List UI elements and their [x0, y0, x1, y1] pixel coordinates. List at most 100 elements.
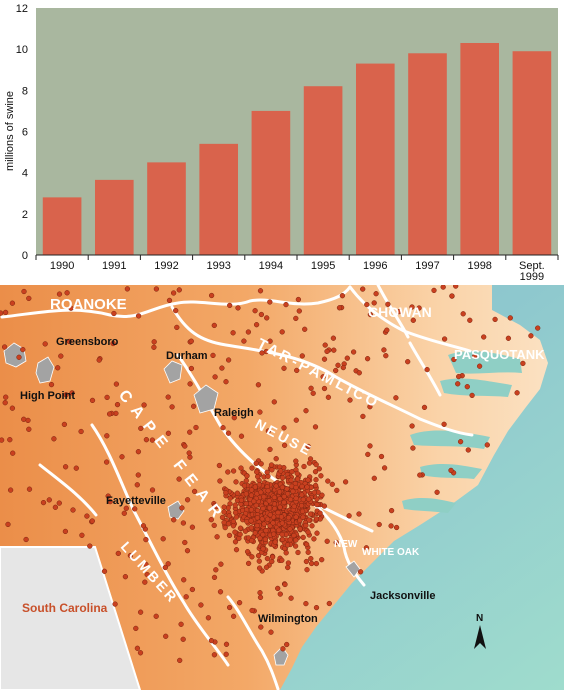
raleigh-area [193, 384, 219, 414]
farm-dot [295, 296, 302, 303]
farm-dot [70, 507, 76, 513]
farm-dot [243, 478, 249, 484]
farm-dot [305, 529, 311, 535]
farm-dot [176, 476, 182, 482]
farm-dot [180, 636, 186, 642]
farm-dot [244, 549, 251, 555]
farm-dot [388, 523, 394, 529]
farm-dot [381, 465, 388, 471]
farm-dot [363, 545, 370, 551]
farm-dot [272, 539, 278, 545]
farm-dot [281, 442, 288, 448]
farm-dot [333, 367, 339, 374]
farm-dot [291, 532, 297, 539]
farm-dot [388, 507, 395, 514]
farm-dot [251, 498, 257, 504]
y-tick-label: 2 [22, 209, 28, 221]
farm-dot [453, 285, 459, 289]
farm-dot [221, 504, 227, 510]
farm-dot [205, 615, 212, 621]
farm-dot [256, 565, 263, 571]
farm-dot [303, 558, 310, 565]
farm-dot [476, 363, 483, 369]
farm-dot [279, 536, 286, 543]
farm-dot [188, 338, 194, 344]
farm-dot [21, 288, 27, 295]
farm-dot [243, 491, 249, 497]
farm-dot [265, 488, 271, 494]
farm-dot [68, 305, 74, 311]
farm-dot [279, 520, 285, 526]
farm-dot [119, 454, 125, 460]
farm-dot [371, 300, 377, 306]
farm-dot [112, 601, 118, 607]
y-axis-title: millions of swine [4, 91, 16, 171]
farm-dot [409, 423, 415, 429]
farm-dot [189, 586, 196, 593]
y-tick-label: 12 [16, 3, 28, 15]
farm-dot [284, 542, 291, 548]
farm-dot [329, 481, 335, 487]
farm-dot [106, 411, 113, 417]
bar [251, 110, 291, 256]
farm-dot [342, 479, 349, 485]
farm-dot [273, 483, 279, 489]
farm-dot [277, 496, 283, 502]
farm-dot [405, 359, 411, 365]
farm-dot [492, 316, 498, 323]
farm-dot [276, 527, 282, 533]
farm-dot [135, 313, 142, 319]
farm-dot [313, 604, 320, 611]
farm-dot [295, 549, 301, 556]
farm-dot [336, 305, 343, 311]
farm-dot [78, 428, 84, 435]
nc-river-basin-map: ROANOKE CHOWAN TAR-PAMLICO PASQUOTANK CA… [0, 285, 564, 690]
farm-dot [293, 458, 299, 464]
farm-dot [7, 437, 13, 443]
farm-dot [293, 495, 299, 501]
farm-dot [507, 315, 513, 321]
farm-dot [182, 539, 188, 546]
basin-label-roanoke: ROANOKE [50, 296, 127, 313]
farm-dot [178, 621, 184, 627]
farm-dot [226, 513, 232, 519]
farm-dot [278, 514, 285, 520]
farm-dot [143, 437, 150, 443]
farm-dot [322, 342, 328, 348]
farm-dot [238, 465, 244, 471]
bar [42, 197, 82, 255]
x-tick-label: 1993 [206, 260, 230, 272]
farm-dot [284, 486, 290, 492]
farm-dot [187, 429, 193, 435]
farm-dot [231, 415, 237, 421]
farm-dot [64, 290, 70, 296]
farm-dot [276, 489, 283, 495]
farm-dot [275, 509, 281, 516]
farm-dot [264, 555, 271, 562]
farm-dot [48, 381, 55, 388]
farm-dot [385, 301, 391, 307]
farm-dot [227, 495, 233, 501]
farm-dot [114, 401, 121, 408]
farm-dot [264, 315, 270, 321]
bar [408, 53, 447, 256]
farm-dot [296, 308, 302, 314]
farm-dot [271, 399, 277, 405]
farm-dot [294, 476, 301, 482]
farm-dot [344, 355, 350, 361]
farm-dot [171, 517, 177, 523]
farm-dot [303, 408, 309, 414]
farm-dot [279, 484, 286, 490]
city-labels: Greensboro Durham High Point Raleigh Fay… [20, 336, 435, 625]
farm-dot [373, 291, 379, 297]
farm-dot [313, 477, 319, 483]
farm-dot [232, 510, 239, 516]
farm-dot [378, 453, 385, 460]
farm-dot [101, 568, 108, 574]
farm-dot [137, 609, 144, 615]
farm-dot [232, 502, 238, 508]
farm-dot [237, 531, 243, 538]
farm-dot [356, 370, 362, 376]
farm-dot [16, 354, 22, 360]
farm-dot [62, 464, 69, 470]
